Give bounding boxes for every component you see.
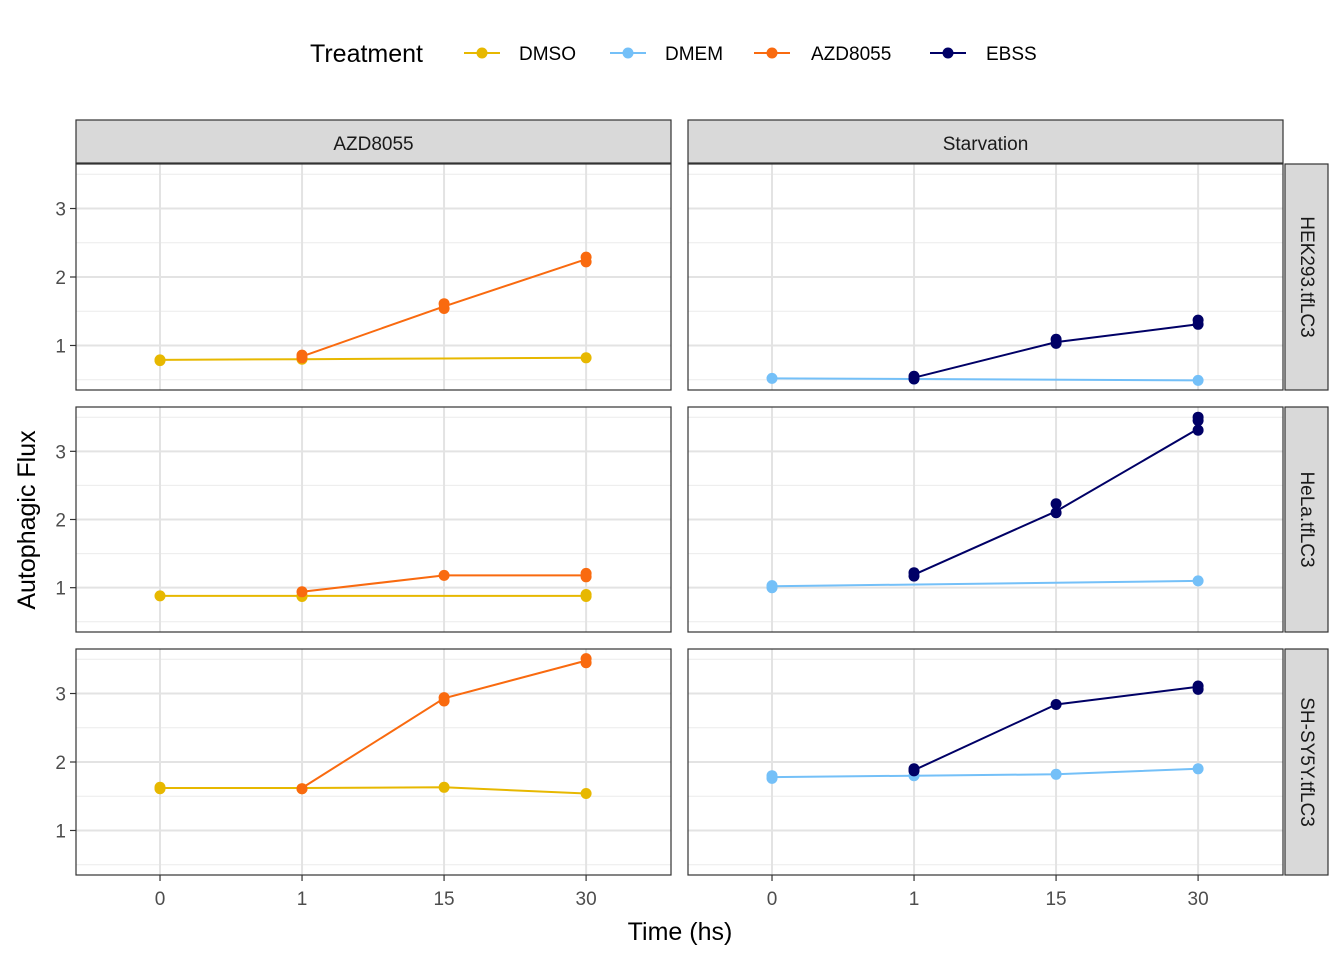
data-point-dmso [438,781,450,793]
x-tick-label: 0 [767,889,778,910]
data-point-azd8055 [580,567,592,579]
data-point-ebss [1192,314,1204,326]
data-point-dmso [154,781,166,793]
panel-border [687,163,1284,391]
panel-r0-c1 [688,164,1283,390]
data-point-ebss [908,763,920,775]
y-tick-label: 2 [55,511,66,532]
series-line-dmem [771,579,1199,588]
data-point-azd8055 [438,298,450,310]
series-line-dmso [159,356,587,361]
y-tick-label: 3 [55,200,66,221]
legend-key-point-dmso [476,47,488,59]
row-strip-1 [1284,406,1329,633]
series-group-r2-c0 [154,653,592,799]
data-point-ebss [1050,333,1062,345]
x-tick-label: 30 [1188,889,1209,910]
legend-title: Treatment [310,40,423,68]
series-line-dmso [160,786,587,795]
column-strip-label-0: AZD8055 [333,134,413,155]
data-point-dmem [1050,768,1062,780]
panel-border [687,648,1284,876]
legend-label-dmso: DMSO [519,44,576,65]
x-tick-label: 30 [576,889,597,910]
data-point-dmso [154,355,166,367]
row-strip-label-1: HeLa.tfLC3 [1296,471,1317,567]
data-point-azd8055 [296,783,308,795]
legend: Treatment DMSO DMEM AZD8055 EBSS [310,40,1037,68]
legend-key-point-dmem [622,47,634,59]
data-point-azd8055 [296,586,308,598]
data-point-azd8055 [580,251,592,263]
row-strip-label-2: SH-SY5Y.tfLC3 [1296,697,1317,827]
data-point-dmem [766,372,778,384]
data-point-ebss [1050,699,1062,710]
x-axis-title: Time (hs) [628,918,733,946]
series-group-r0-c0 [154,251,592,367]
row-strip-0 [1284,163,1329,391]
x-tick-label: 1 [297,889,308,910]
data-point-dmem [1192,763,1204,775]
row-strip-label-0: HEK293.tfLC3 [1296,216,1317,337]
series-line-dmem [771,767,1199,779]
y-axis-title: Autophagic Flux [13,430,41,610]
x-tick-label: 15 [433,889,454,910]
y-tick-label: 3 [55,442,66,463]
data-point-azd8055 [438,692,450,704]
data-point-dmso [580,589,592,600]
panel-r0-c0 [76,164,671,390]
data-point-dmem [1192,374,1204,386]
y-tick-label: 2 [55,753,66,774]
y-tick-label: 3 [55,685,66,706]
legend-key-point-ebss [942,47,954,59]
column-strip-1 [687,119,1284,164]
data-point-ebss [1192,680,1204,692]
legend-key-point-azd8055 [766,47,778,59]
column-strip-0 [75,119,672,164]
data-point-ebss [908,567,920,579]
column-strip-label-1: Starvation [943,134,1029,155]
data-point-ebss [1192,411,1204,423]
data-point-dmem [766,770,778,782]
y-tick-label: 1 [55,821,66,842]
data-point-dmso [580,352,592,364]
data-point-ebss [1192,424,1204,436]
data-point-azd8055 [438,569,450,581]
data-point-azd8055 [580,653,592,665]
data-point-dmem [766,580,778,592]
data-point-ebss [908,370,920,382]
legend-label-ebss: EBSS [986,44,1037,65]
series-group-r1-c1 [766,411,1204,594]
legend-label-azd8055: AZD8055 [811,44,891,65]
row-strip-2 [1284,648,1329,876]
x-tick-label: 15 [1045,889,1066,910]
series-group-r0-c1 [766,314,1204,386]
x-tick-label: 1 [909,889,920,910]
panels: AZD8055 Starvation HEK293.tfLC3 HeLa.tfLC3 S… [55,119,1329,910]
panel-border [687,406,1284,633]
y-tick-label: 1 [55,336,66,357]
panel-r2-c0 [76,649,671,875]
data-point-azd8055 [296,349,308,361]
y-tick-label: 1 [55,579,66,600]
series-group-r2-c1 [766,680,1204,784]
data-point-ebss [1050,498,1062,510]
series-group-r1-c0 [154,567,592,602]
legend-label-dmem: DMEM [665,44,723,65]
data-point-dmso [154,590,166,602]
panel-r2-c1 [688,649,1283,875]
x-tick-label: 0 [155,889,166,910]
panel-r1-c1 [688,407,1283,632]
panel-r1-c0 [76,407,671,632]
data-point-dmem [1192,575,1204,587]
data-point-dmso [580,788,592,799]
data-point-ebss [1050,507,1062,519]
y-tick-label: 2 [55,268,66,289]
